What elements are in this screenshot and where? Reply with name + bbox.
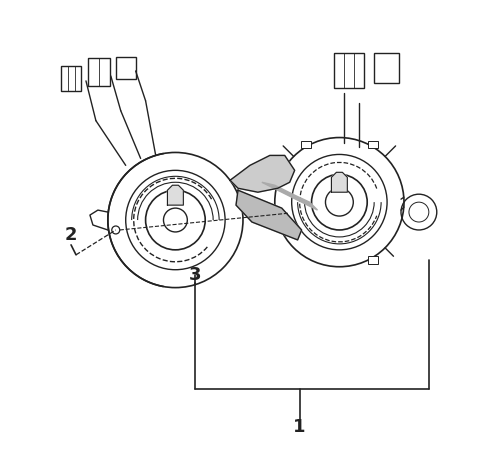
FancyBboxPatch shape bbox=[301, 140, 311, 148]
FancyBboxPatch shape bbox=[61, 66, 81, 91]
FancyBboxPatch shape bbox=[116, 57, 136, 79]
FancyBboxPatch shape bbox=[368, 256, 378, 264]
Polygon shape bbox=[230, 155, 295, 192]
Text: 1: 1 bbox=[293, 418, 306, 436]
Polygon shape bbox=[331, 172, 348, 192]
Text: 3: 3 bbox=[189, 266, 202, 284]
FancyBboxPatch shape bbox=[374, 53, 399, 83]
Text: 2: 2 bbox=[65, 226, 77, 244]
Polygon shape bbox=[168, 185, 183, 205]
FancyBboxPatch shape bbox=[335, 53, 364, 88]
FancyBboxPatch shape bbox=[368, 140, 378, 148]
Polygon shape bbox=[262, 182, 317, 210]
Polygon shape bbox=[236, 190, 301, 240]
FancyBboxPatch shape bbox=[88, 58, 110, 86]
